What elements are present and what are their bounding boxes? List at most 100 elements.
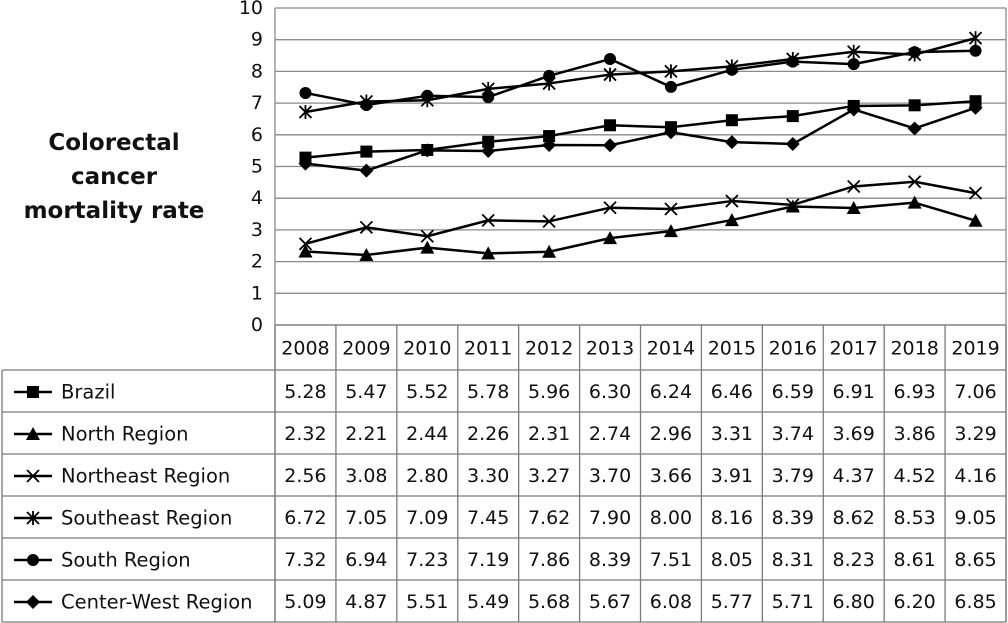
point-southeast-region: [847, 44, 861, 59]
point-northeast-region: [603, 201, 617, 215]
x-tick-label: 2014: [647, 338, 695, 360]
data-label-south-region: 8.05: [711, 549, 753, 571]
data-label-southeast-region: 8.00: [650, 507, 692, 529]
data-label-south-region: 8.23: [833, 549, 875, 571]
data-label-northeast-region: 3.08: [345, 465, 387, 487]
data-label-southeast-region: 7.62: [528, 507, 570, 529]
data-label-brazil: 6.91: [833, 381, 875, 403]
data-label-southeast-region: 7.09: [406, 507, 448, 529]
point-south-region: [847, 58, 860, 71]
y-tick-label: 4: [251, 187, 263, 209]
series-line-south-region: [305, 49, 976, 107]
point-southeast-region: [968, 31, 983, 46]
x-tick-label: 2010: [403, 338, 451, 360]
series-line-northeast-region: [305, 180, 976, 246]
y-tick-label: 8: [251, 60, 263, 82]
data-label-north-region: 2.96: [650, 423, 692, 445]
point-northeast-region: [664, 202, 678, 216]
data-label-north-region: 2.31: [528, 423, 570, 445]
point-south-region: [421, 89, 434, 102]
data-label-northeast-region: 2.56: [284, 465, 326, 487]
series-line-brazil: [305, 99, 976, 159]
data-label-southeast-region: 6.72: [284, 507, 326, 529]
data-label-north-region: 3.74: [772, 423, 814, 445]
point-northeast-region: [359, 220, 374, 235]
point-brazil: [908, 99, 921, 112]
point-southeast-region: [664, 64, 678, 79]
data-label-brazil: 5.47: [345, 381, 387, 403]
y-axis-title-line-2: cancer: [70, 164, 158, 190]
point-south-region: [969, 44, 982, 57]
x-tick-label: 2009: [342, 338, 390, 360]
y-tick-label: 3: [251, 219, 263, 241]
data-label-northeast-region: 3.91: [711, 465, 753, 487]
x-tick-label: 2011: [464, 338, 512, 360]
point-center-west-region: [542, 137, 557, 152]
point-brazil: [360, 145, 373, 158]
data-label-south-region: 8.65: [954, 549, 996, 571]
point-south-region: [786, 55, 799, 68]
point-north-region: [359, 247, 374, 261]
x-tick-label: 2012: [525, 338, 573, 360]
legend-marker-center-west-region: [26, 595, 40, 609]
point-north-region: [907, 195, 922, 209]
point-center-west-region: [603, 138, 618, 153]
point-center-west-region: [663, 125, 678, 140]
data-label-south-region: 7.32: [284, 549, 326, 571]
data-label-center-west-region: 5.49: [467, 591, 509, 613]
data-label-brazil: 6.24: [650, 381, 692, 403]
data-label-northeast-region: 3.79: [772, 465, 814, 487]
data-label-northeast-region: 2.80: [406, 465, 448, 487]
data-label-northeast-region: 3.70: [589, 465, 631, 487]
point-south-region: [360, 99, 373, 112]
y-tick-label: 1: [251, 282, 263, 304]
data-label-north-region: 2.44: [406, 423, 448, 445]
y-tick-label: 5: [251, 156, 263, 178]
data-label-center-west-region: 5.09: [284, 591, 326, 613]
point-north-region: [481, 246, 496, 260]
data-label-brazil: 5.78: [467, 381, 509, 403]
point-north-region: [968, 213, 983, 227]
data-label-north-region: 2.32: [284, 423, 326, 445]
data-label-southeast-region: 8.62: [833, 507, 875, 529]
legend-label-center-west-region: Center-West Region: [61, 591, 253, 614]
legend-label-northeast-region: Northeast Region: [61, 465, 230, 488]
point-southeast-region: [603, 67, 617, 82]
data-label-south-region: 8.31: [772, 549, 814, 571]
data-label-southeast-region: 8.39: [772, 507, 814, 529]
data-label-north-region: 3.86: [893, 423, 935, 445]
point-brazil: [482, 135, 495, 148]
data-label-north-region: 3.29: [954, 423, 996, 445]
point-northeast-region: [542, 214, 556, 228]
point-north-region: [663, 224, 678, 238]
point-north-region: [542, 244, 557, 258]
data-label-south-region: 6.94: [345, 549, 387, 571]
legend-label-brazil: Brazil: [61, 381, 115, 404]
legend-marker-north-region: [26, 427, 40, 440]
y-axis-title: Colorectal cancer mortality rate: [14, 126, 214, 228]
point-south-region: [482, 91, 495, 104]
point-center-west-region: [968, 100, 983, 115]
data-label-brazil: 5.52: [406, 381, 448, 403]
data-label-south-region: 7.86: [528, 549, 570, 571]
data-label-southeast-region: 8.53: [893, 507, 935, 529]
point-south-region: [604, 53, 617, 66]
legend-label-southeast-region: Southeast Region: [61, 507, 232, 530]
data-label-southeast-region: 7.90: [589, 507, 631, 529]
x-tick-label: 2019: [951, 338, 999, 360]
x-tick-label: 2018: [890, 338, 938, 360]
data-label-north-region: 2.21: [345, 423, 387, 445]
point-north-region: [846, 201, 861, 215]
point-center-west-region: [359, 163, 374, 178]
legend-label-north-region: North Region: [61, 423, 189, 446]
point-northeast-region: [725, 194, 739, 208]
x-tick-label: 2015: [708, 338, 756, 360]
data-label-south-region: 8.61: [893, 549, 935, 571]
point-south-region: [908, 46, 921, 59]
point-northeast-region: [907, 175, 922, 189]
point-brazil: [604, 119, 617, 132]
point-northeast-region: [968, 186, 983, 200]
point-center-west-region: [724, 135, 739, 150]
point-north-region: [420, 240, 435, 254]
